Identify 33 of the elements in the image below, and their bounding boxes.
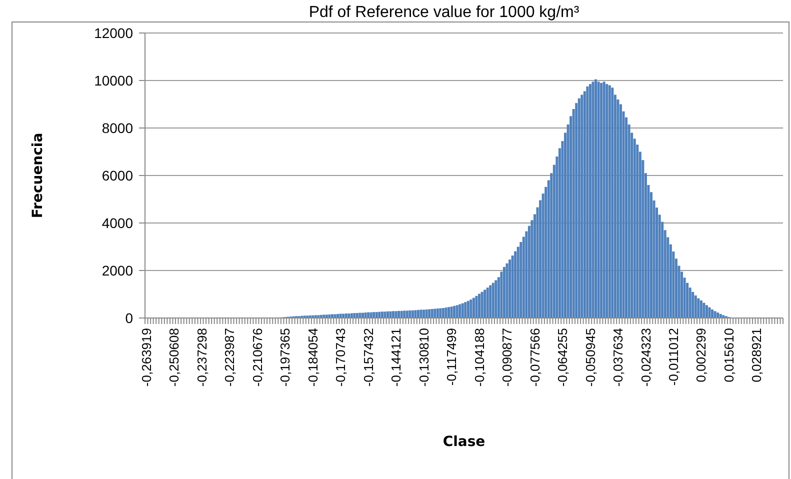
x-tick-label: 0,015610 [721,328,736,382]
x-tick-label: -0,210676 [250,328,265,387]
x-tick-label: -0,024323 [638,328,654,387]
y-tick-label: 2000 [102,262,134,278]
x-tick-label: -0,011012 [666,328,681,386]
x-tick-label: 0,028921 [749,328,764,382]
x-tick-label: -0,117499 [444,328,460,386]
y-tick-label: 10000 [94,72,134,88]
x-tick-label: -0,037634 [610,328,626,387]
chart-title: Pdf of Reference value for 1000 kg/m³ [308,4,580,21]
x-tick-label: -0,050945 [582,328,598,387]
x-tick-label: -0,263919 [138,328,154,387]
x-tick-label: -0,104188 [472,328,487,387]
x-tick-label: 0,002299 [694,328,709,382]
y-tick-label: 4000 [102,214,134,231]
x-tick-label: -0,223987 [222,328,238,387]
y-tick-label: 6000 [102,167,134,184]
x-tick-label: -0,184054 [305,328,320,387]
y-tick-label: 0 [125,310,134,326]
x-tick-label: -0,237298 [194,328,210,387]
x-tick-label: -0,064255 [555,328,570,387]
x-tick-label: -0,157432 [360,328,376,387]
x-tick-label: -0,144121 [388,328,404,387]
x-axis-title: Clase [442,434,486,450]
x-tick-label: -0,130810 [416,328,432,387]
x-tick-label: -0,090877 [500,328,515,387]
x-tick-label: -0,077566 [527,328,542,387]
y-tick-label: 8000 [102,120,134,136]
x-tick-label: -0,197365 [278,328,293,387]
x-tick-label: -0,250608 [166,328,182,387]
x-tick-label: -0,170743 [333,328,348,387]
y-axis-title: Frecuencia [30,132,46,218]
y-tick-label: 12000 [94,24,134,41]
